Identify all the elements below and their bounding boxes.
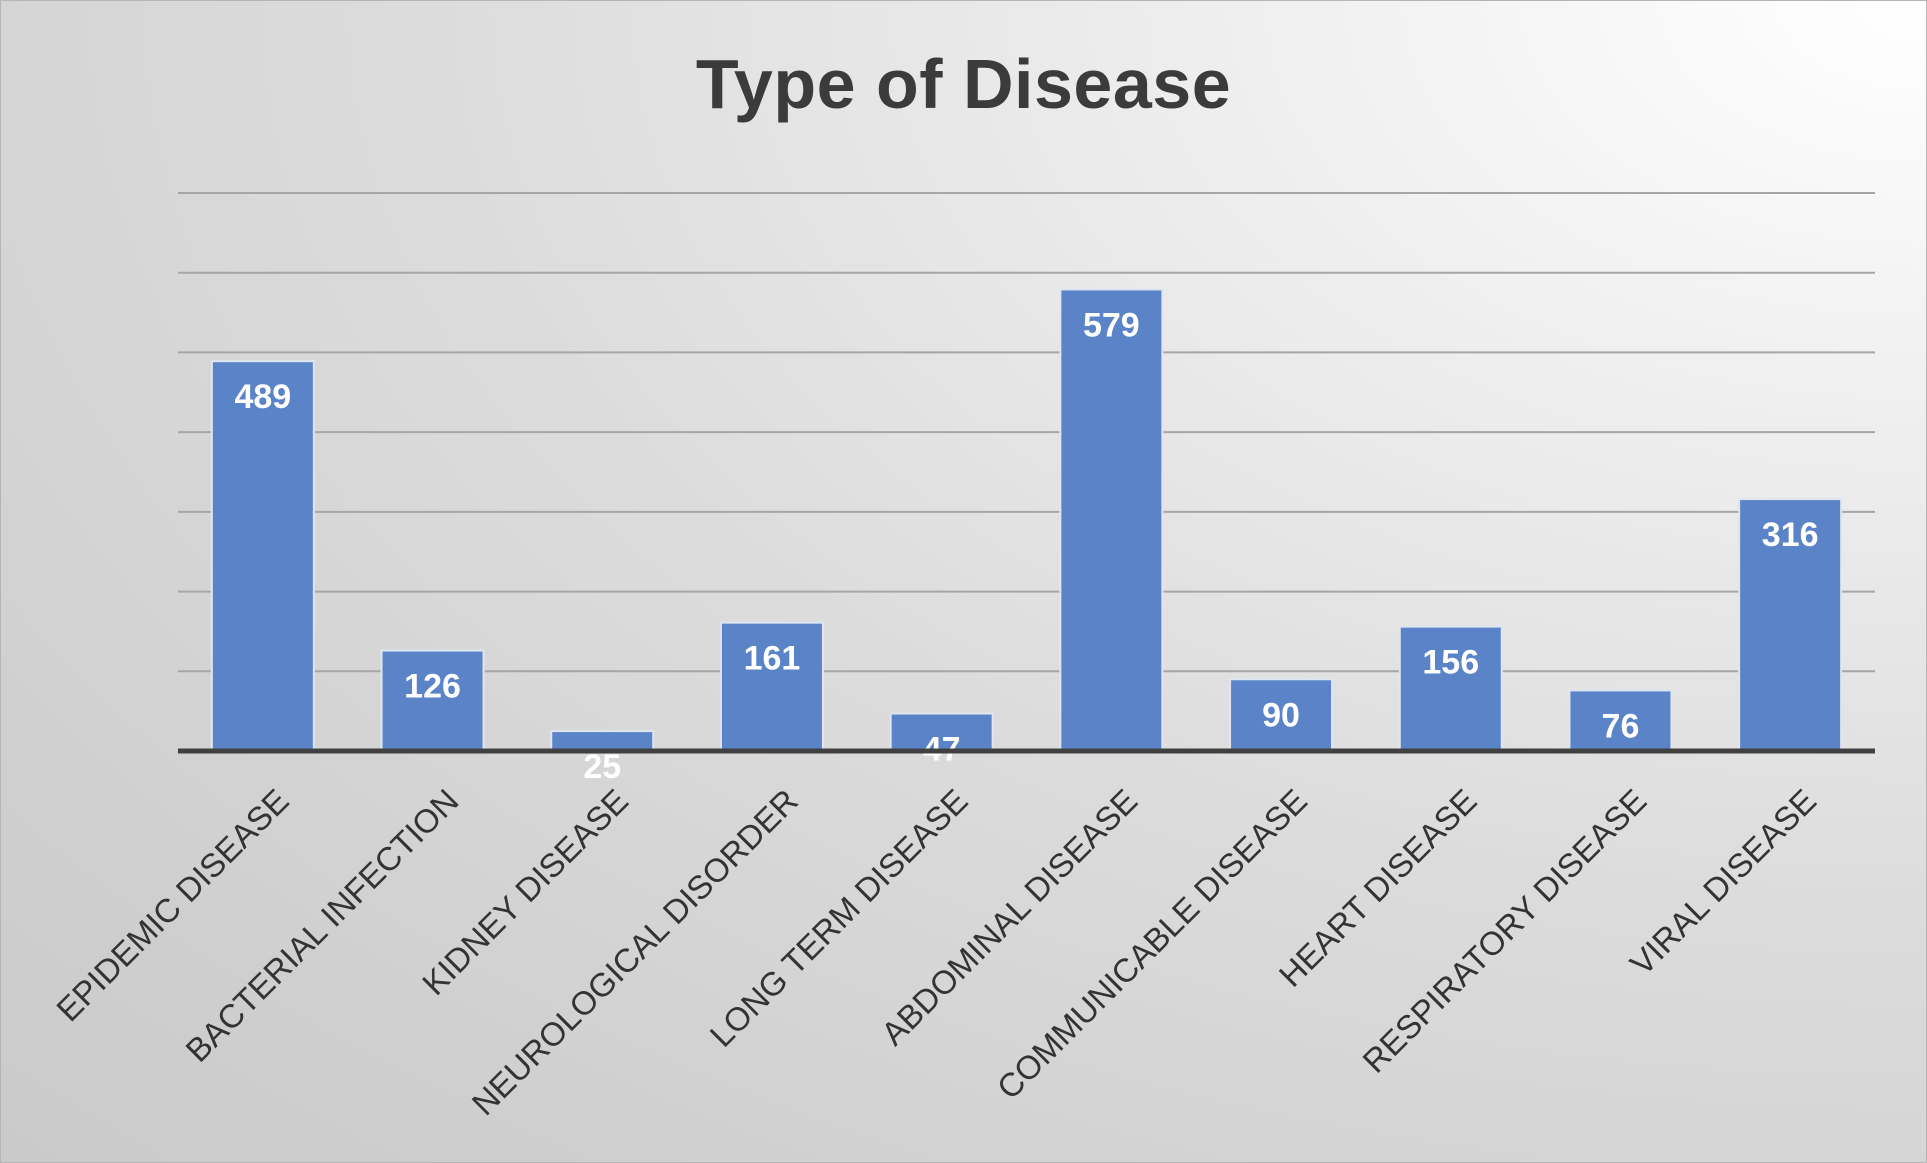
data-label: 161 bbox=[744, 640, 801, 678]
bar bbox=[1398, 625, 1503, 752]
data-label: 25 bbox=[583, 748, 621, 786]
bar bbox=[210, 360, 315, 752]
data-label: 90 bbox=[1262, 696, 1300, 734]
bar bbox=[1229, 678, 1334, 752]
x-tick-label: RESPIRATORY DISEASE bbox=[1355, 782, 1653, 1080]
data-label: 126 bbox=[404, 668, 461, 706]
chart-title: Type of Disease bbox=[695, 45, 1232, 123]
gridlines bbox=[178, 192, 1875, 673]
bar bbox=[1738, 498, 1843, 752]
data-label: 316 bbox=[1762, 516, 1819, 554]
data-label: 76 bbox=[1602, 707, 1640, 745]
x-tick-label: VIRAL DISEASE bbox=[1623, 782, 1823, 982]
x-tick-label: COMMUNICABLE DISEASE bbox=[990, 782, 1314, 1106]
data-label: 156 bbox=[1422, 644, 1479, 682]
x-tick-label: NEUROLOGICAL DISORDER bbox=[465, 782, 805, 1122]
bar bbox=[1568, 689, 1673, 752]
x-tick-label: BACTERIAL INFECTION bbox=[178, 782, 465, 1069]
data-label: 489 bbox=[234, 378, 291, 416]
bar bbox=[889, 712, 994, 753]
data-label: 579 bbox=[1083, 306, 1140, 344]
bar bbox=[1059, 288, 1164, 752]
